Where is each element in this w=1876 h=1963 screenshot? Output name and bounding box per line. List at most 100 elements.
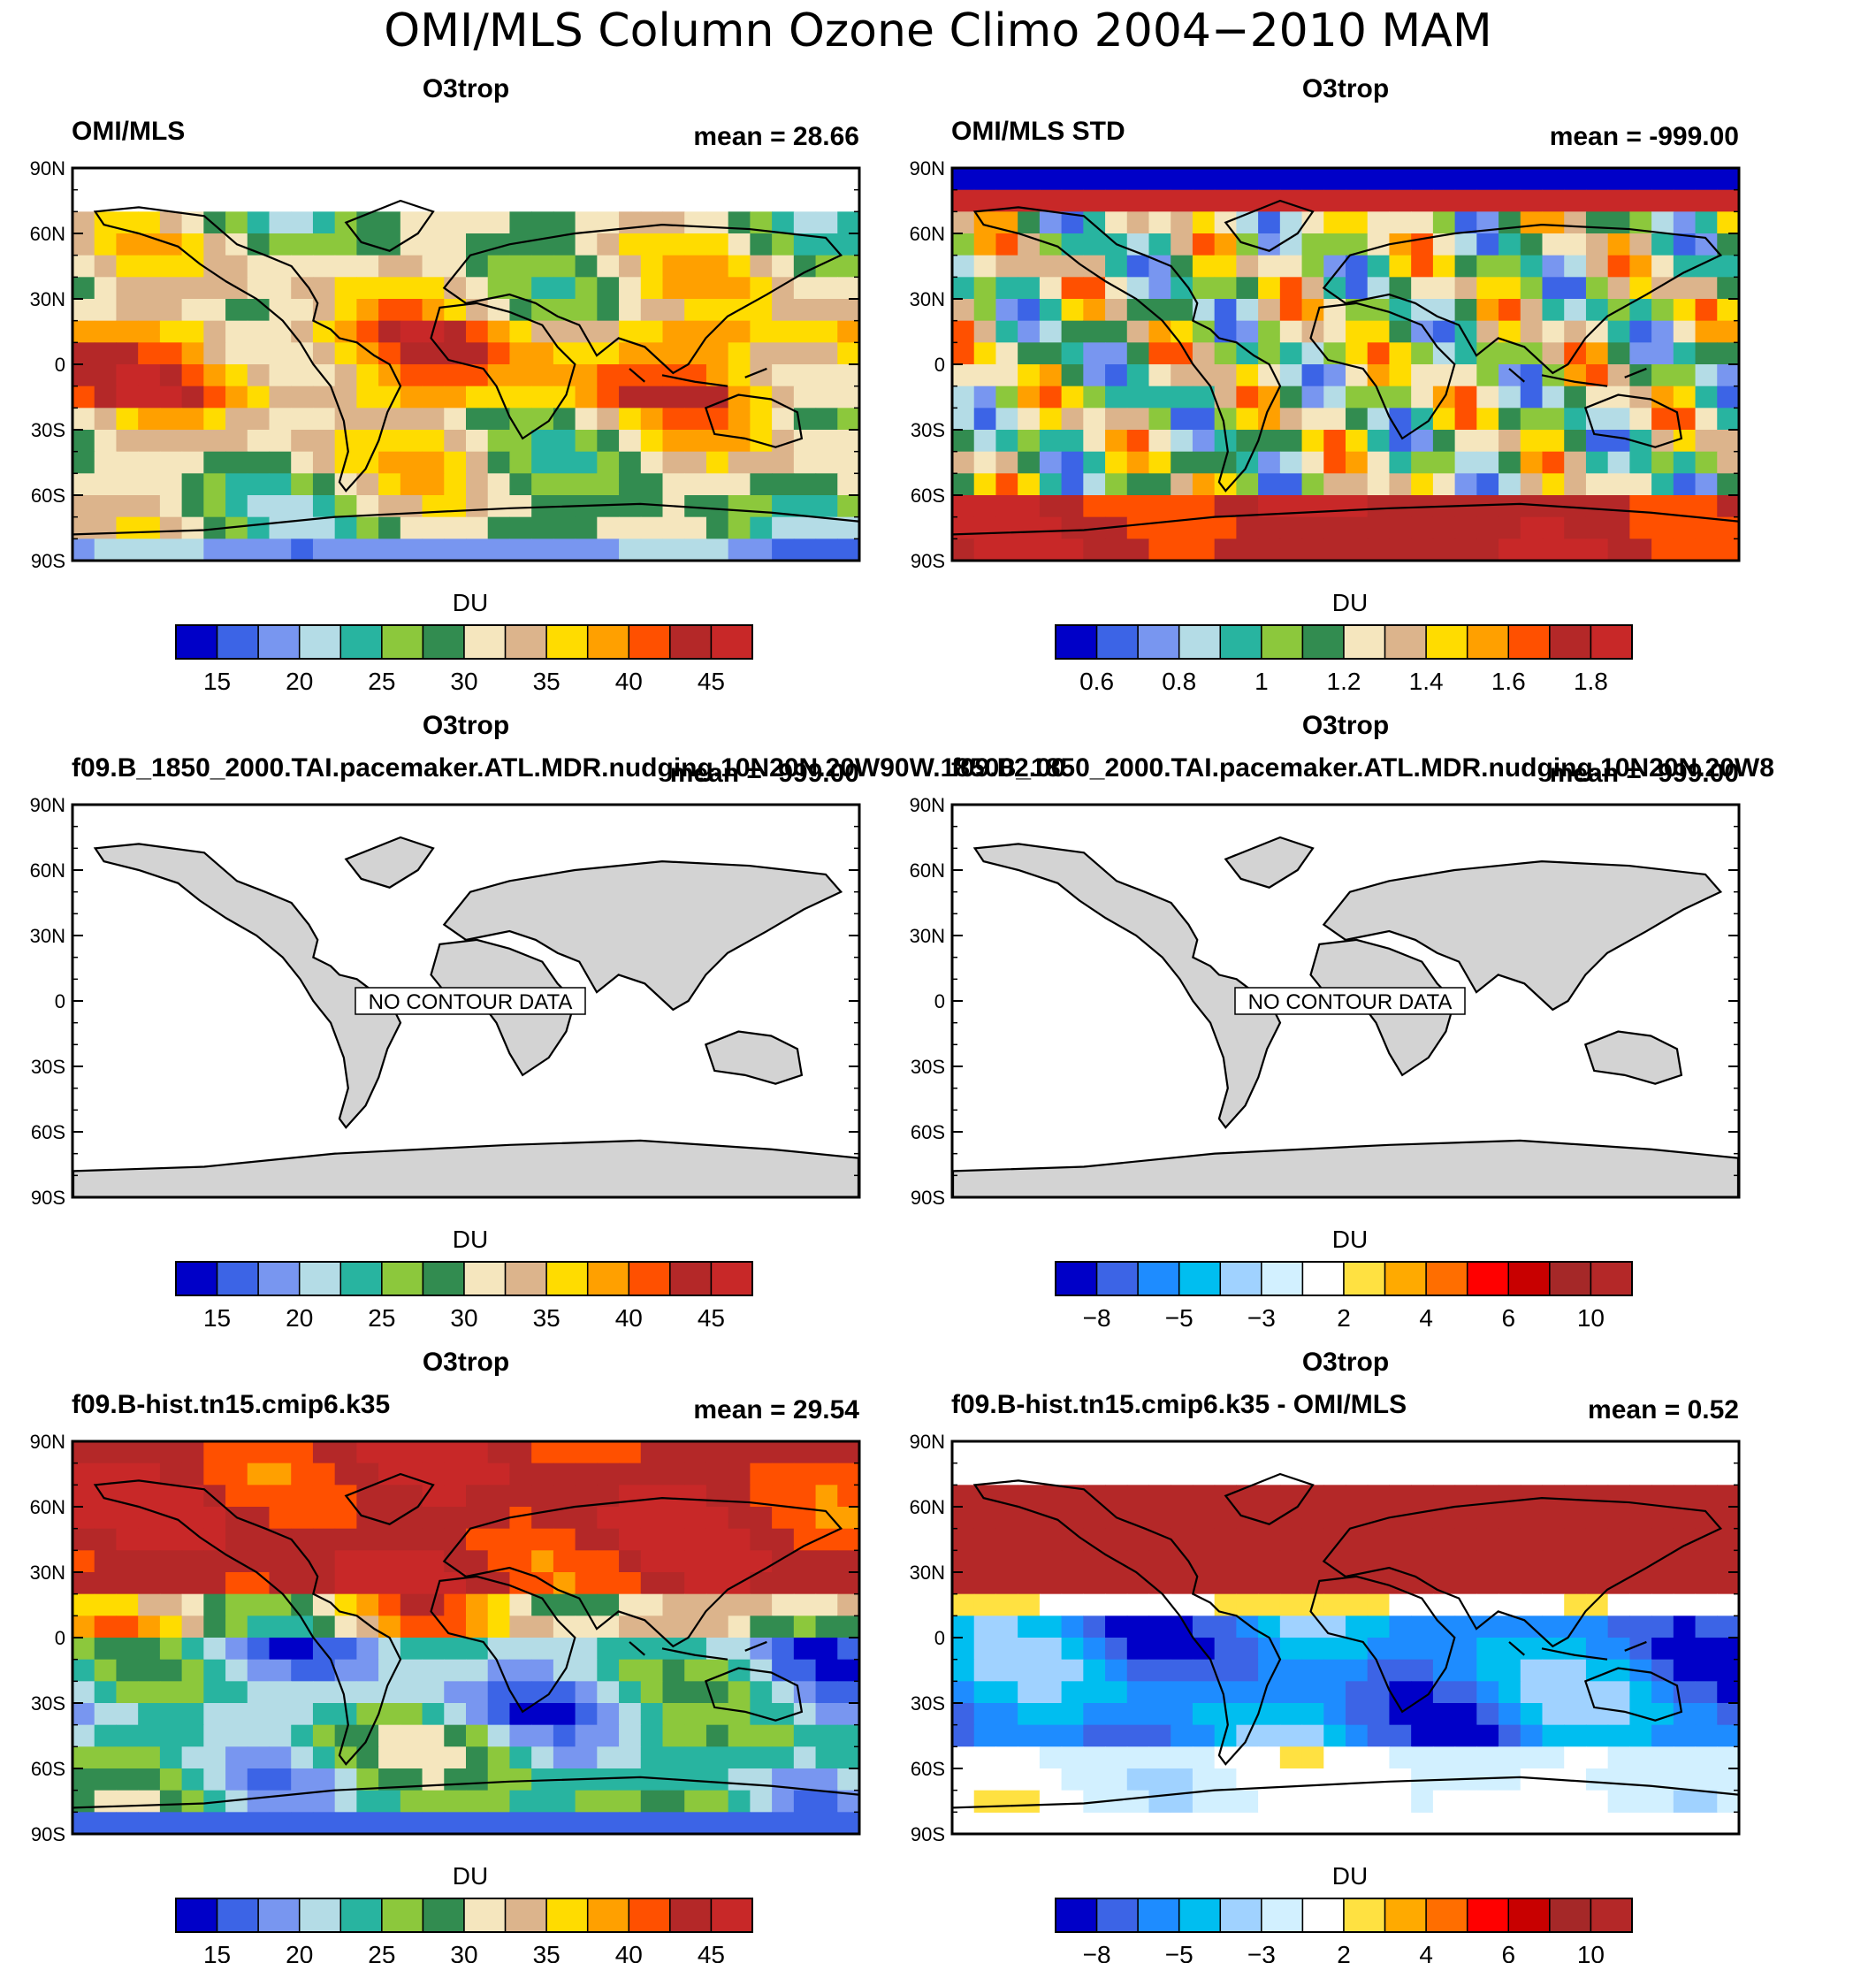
map-cell xyxy=(684,408,707,431)
map-cell xyxy=(1651,1485,1674,1508)
map-cell xyxy=(444,538,467,561)
map-cell xyxy=(553,451,576,474)
map-cell xyxy=(1564,408,1587,431)
map-cell xyxy=(597,1768,620,1791)
map-cell xyxy=(487,1659,511,1682)
map-cell xyxy=(509,1746,532,1769)
map-cell xyxy=(815,408,838,431)
colorbar-tick-label: 10 xyxy=(1577,1941,1605,1963)
map-cell xyxy=(1629,1507,1652,1530)
map-cell xyxy=(509,299,532,322)
map-cell xyxy=(1651,451,1674,474)
map-cell xyxy=(1148,1615,1171,1638)
map-cell xyxy=(269,538,292,561)
map-cell xyxy=(312,1485,336,1508)
map-cell xyxy=(1411,1790,1434,1813)
map-cell xyxy=(1018,495,1041,518)
map-cell xyxy=(1171,430,1193,453)
map-cell xyxy=(662,1485,685,1508)
map-cell xyxy=(1607,364,1630,387)
colorbar-swatch xyxy=(1219,1898,1262,1933)
map-cell xyxy=(1499,1615,1521,1638)
map-cell xyxy=(203,299,226,322)
map-cell xyxy=(793,277,817,300)
map-cell xyxy=(1236,1659,1259,1682)
map-cell xyxy=(1346,1615,1369,1638)
map-cell xyxy=(159,320,183,343)
map-cell xyxy=(400,342,423,365)
map-cell xyxy=(772,342,795,365)
map-cell xyxy=(1105,1638,1128,1661)
map-cell xyxy=(1126,473,1150,496)
map-cell xyxy=(225,1681,248,1704)
map-cell xyxy=(203,320,226,343)
map-cell xyxy=(1039,1528,1063,1551)
map-cell xyxy=(619,1768,642,1791)
map-cell xyxy=(728,473,751,496)
map-cell xyxy=(1476,1746,1499,1769)
map-cell xyxy=(159,1463,183,1486)
map-cell xyxy=(1520,255,1544,278)
map-cell xyxy=(356,320,379,343)
colorbar-swatch xyxy=(669,1261,713,1296)
map-cell xyxy=(1148,320,1171,343)
map-cell xyxy=(640,430,664,453)
map-cell xyxy=(1585,495,1609,518)
colorbar-units: DU xyxy=(453,1226,488,1253)
map-cell xyxy=(422,277,445,300)
map-cell xyxy=(334,1528,357,1551)
map-cell xyxy=(1039,1790,1063,1813)
map-cell xyxy=(269,1768,292,1791)
map-cell xyxy=(1061,168,1084,191)
map-cell xyxy=(728,211,751,234)
map-cell xyxy=(553,1593,576,1616)
map-cell xyxy=(973,1615,997,1638)
map-cell xyxy=(973,1528,997,1551)
map-cell xyxy=(312,516,336,539)
map-cell xyxy=(1542,1528,1565,1551)
map-cell xyxy=(1039,1746,1063,1769)
map-cell xyxy=(1717,1746,1740,1769)
map-cell xyxy=(159,1746,183,1769)
map-cell xyxy=(1018,1550,1041,1573)
map-cell xyxy=(973,1681,997,1704)
map-cell xyxy=(1367,255,1391,278)
map-cell xyxy=(1673,1593,1697,1616)
panel-case-label: f09.B_1850_2000.TAI.pacemaker.ATL.MDR.nu… xyxy=(72,753,1065,783)
map-cell xyxy=(1695,1659,1718,1682)
map-cell xyxy=(1673,277,1697,300)
map-cell xyxy=(509,1463,532,1486)
map-cell xyxy=(1673,516,1697,539)
map-cell xyxy=(1083,386,1106,409)
map-cell xyxy=(1585,1768,1609,1791)
map-cell xyxy=(1520,1746,1544,1769)
map-cell xyxy=(995,1768,1018,1791)
map-cell xyxy=(1039,516,1063,539)
map-cell xyxy=(640,1746,664,1769)
map-cell xyxy=(1105,364,1128,387)
map-cell xyxy=(509,1485,532,1508)
map-cell xyxy=(356,255,379,278)
map-cell xyxy=(815,1681,838,1704)
map-cell xyxy=(72,495,95,518)
map-cell xyxy=(531,516,554,539)
map-cell xyxy=(952,495,975,518)
map-cell xyxy=(247,1812,271,1835)
map-cell xyxy=(400,1746,423,1769)
y-tick-label: 0 xyxy=(934,990,945,1012)
map-cell xyxy=(1564,320,1587,343)
map-cell xyxy=(684,451,707,474)
map-cell xyxy=(772,451,795,474)
map-cell xyxy=(1367,1768,1391,1791)
panel-case-label: f09.B_1850_2000.TAI.pacemaker.ATL.MDR.nu… xyxy=(951,753,1774,783)
map-cell xyxy=(1279,386,1303,409)
map-cell xyxy=(444,473,467,496)
map-cell xyxy=(1236,364,1259,387)
map-cell xyxy=(1061,1790,1084,1813)
map-cell xyxy=(444,1681,467,1704)
map-cell xyxy=(1520,277,1544,300)
map-cell xyxy=(1192,277,1216,300)
y-tick-label: 30S xyxy=(911,1056,945,1078)
colorbar-swatch xyxy=(422,1261,465,1296)
map-cell xyxy=(619,1659,642,1682)
